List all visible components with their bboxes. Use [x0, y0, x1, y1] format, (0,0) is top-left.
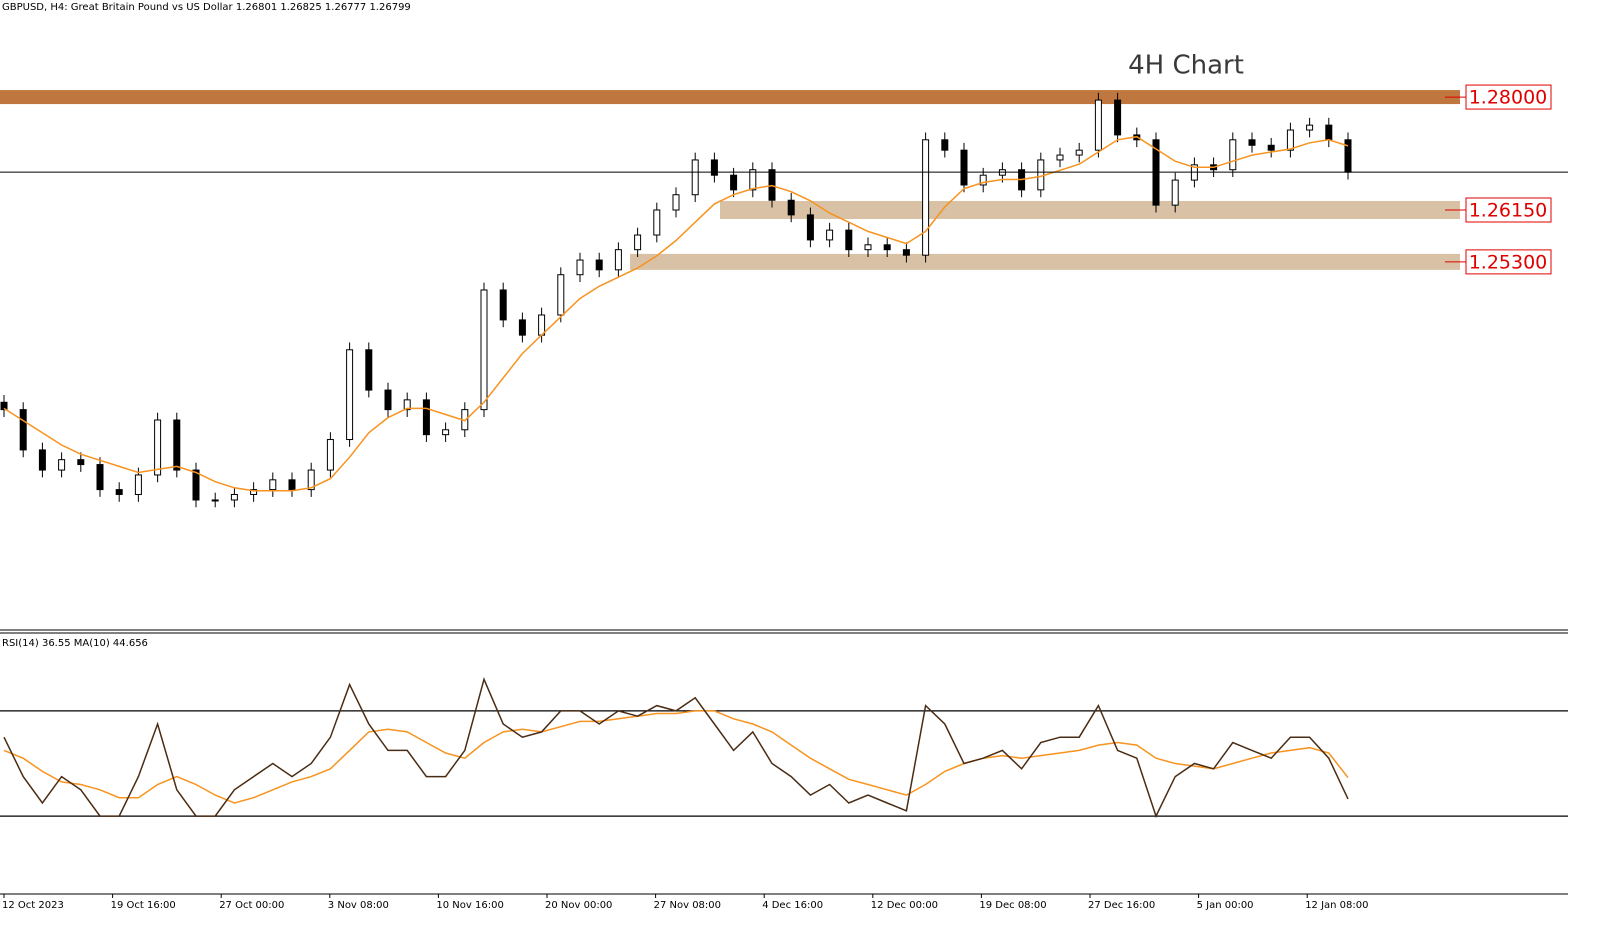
x-tick-label: 27 Nov 08:00: [654, 900, 721, 911]
candle-body: [384, 389, 392, 411]
candle-body: [806, 214, 814, 241]
candle-body: [422, 399, 430, 436]
x-tick-label: 20 Nov 00:00: [545, 900, 612, 911]
candle-body: [230, 493, 238, 501]
candle-body: [480, 289, 488, 411]
x-tick-label: 5 Jan 00:00: [1197, 900, 1254, 911]
candle-body: [845, 229, 853, 251]
candle-body: [826, 229, 834, 241]
candle-body: [58, 459, 66, 471]
candle-body: [1094, 99, 1102, 151]
candle-body: [1325, 124, 1333, 141]
level-label-box: [1465, 197, 1552, 223]
candle-body: [38, 449, 46, 471]
candle-body: [749, 169, 757, 191]
candle-body: [941, 139, 949, 151]
candle-body: [672, 194, 680, 211]
x-tick-label: 4 Dec 16:00: [762, 900, 823, 911]
candle-body: [115, 489, 123, 495]
candle-body: [1286, 129, 1294, 151]
candle-body: [442, 429, 450, 436]
moving-average: [3, 135, 1349, 492]
candle-body: [1248, 139, 1256, 146]
x-tick-label: 19 Dec 08:00: [979, 900, 1046, 911]
candle-body: [922, 139, 930, 256]
level-label: 1.26150: [1469, 200, 1548, 222]
candle-body: [269, 479, 277, 491]
rsi-label: RSI(14) 36.55 MA(10) 44.656: [2, 638, 148, 649]
candle-body: [134, 474, 142, 495]
candle-body: [192, 469, 200, 501]
candle-body: [787, 199, 795, 216]
candle-body: [154, 419, 162, 476]
candle-body: [96, 464, 104, 491]
chart-title: 4H Chart: [1128, 51, 1244, 81]
candle-body: [614, 249, 622, 271]
x-tick-label: 3 Nov 08:00: [328, 900, 389, 911]
candle-body: [883, 244, 891, 251]
rsi-ma-line: [3, 710, 1349, 804]
candle-body: [960, 149, 968, 186]
level-label: 1.28000: [1469, 87, 1548, 109]
candle-body: [307, 469, 315, 491]
level-zone: [630, 253, 1460, 270]
x-tick-label: 27 Oct 00:00: [219, 900, 284, 911]
candle-body: [403, 399, 411, 411]
level-zone: [720, 201, 1460, 219]
candle-body: [1037, 159, 1045, 191]
candle-body: [326, 439, 334, 471]
header: GBPUSD, H4: Great Britain Pound vs US Do…: [2, 2, 411, 13]
rsi-line: [3, 677, 1349, 819]
candle-body: [211, 499, 219, 502]
candle-body: [250, 489, 258, 495]
level-label-box: [1465, 249, 1552, 275]
candle-body: [288, 479, 296, 491]
candle-body: [1267, 144, 1275, 151]
candle-body: [691, 159, 699, 196]
candle-body: [730, 174, 738, 191]
candle-body: [1114, 99, 1122, 136]
candle-body: [173, 419, 181, 471]
x-tick-label: 12 Oct 2023: [2, 900, 64, 911]
x-tick-label: 19 Oct 16:00: [111, 900, 176, 911]
level-zone: [0, 90, 1460, 105]
candle-body: [1075, 149, 1083, 156]
level-label: 1.25300: [1469, 251, 1548, 273]
x-tick-label: 27 Dec 16:00: [1088, 900, 1155, 911]
candle-body: [1056, 154, 1064, 161]
candle-body: [864, 244, 872, 251]
candle-body: [710, 159, 718, 176]
candle-body: [902, 249, 910, 256]
candle-body: [346, 349, 354, 441]
candle-body: [518, 319, 526, 336]
candle-body: [634, 234, 642, 251]
candle-body: [653, 209, 661, 236]
candle-body: [1306, 124, 1314, 131]
candle-body: [0, 401, 8, 411]
x-tick-label: 12 Dec 00:00: [871, 900, 938, 911]
candle-body: [365, 349, 373, 391]
candle-body: [557, 274, 565, 316]
candle-body: [576, 259, 584, 276]
candle-body: [1229, 139, 1237, 171]
candle-body: [1171, 179, 1179, 206]
candle-body: [979, 174, 987, 186]
x-tick-label: 10 Nov 16:00: [436, 900, 503, 911]
candle-body: [499, 289, 507, 321]
candle-body: [595, 259, 603, 271]
x-tick-label: 12 Jan 08:00: [1305, 900, 1368, 911]
level-label-box: [1465, 84, 1552, 110]
candle-body: [19, 409, 27, 451]
candle-body: [77, 459, 85, 466]
